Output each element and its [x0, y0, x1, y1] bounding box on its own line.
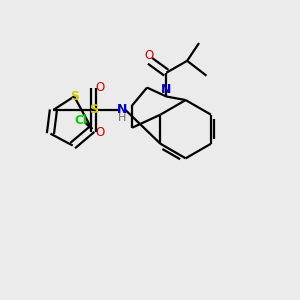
- Text: Cl: Cl: [74, 114, 87, 127]
- Text: S: S: [70, 90, 79, 103]
- Text: O: O: [95, 126, 105, 139]
- Text: O: O: [95, 81, 105, 94]
- Text: O: O: [144, 49, 153, 62]
- Text: N: N: [161, 83, 172, 97]
- Text: S: S: [89, 103, 98, 116]
- Text: N: N: [117, 103, 127, 116]
- Text: H: H: [118, 113, 126, 123]
